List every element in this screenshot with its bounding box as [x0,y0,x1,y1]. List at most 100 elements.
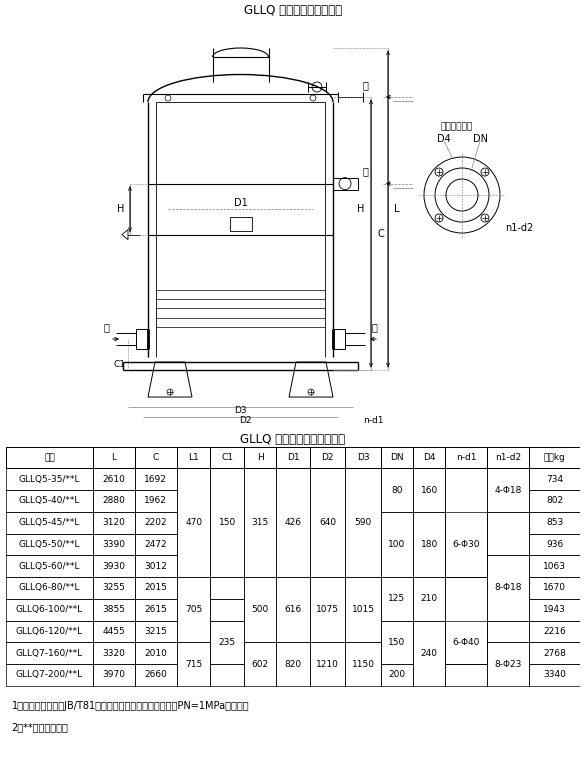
Text: L: L [394,204,400,214]
Text: 500: 500 [251,605,269,614]
Text: 734: 734 [546,474,563,483]
Text: 2202: 2202 [145,518,167,528]
Text: C: C [153,453,159,462]
Text: C1: C1 [221,453,233,462]
Text: D2: D2 [239,415,252,424]
Text: H: H [357,204,364,214]
Text: 1、法兰连接尺寸按JB/T81《凸面板式平焊钢制管法兰》中PN=1MPa的规定。: 1、法兰连接尺寸按JB/T81《凸面板式平焊钢制管法兰》中PN=1MPa的规定。 [12,701,249,710]
Text: 1962: 1962 [144,496,168,505]
Text: 235: 235 [219,638,236,647]
Text: L: L [111,453,117,462]
Text: D2: D2 [321,453,334,462]
Text: n-d1: n-d1 [363,415,383,424]
Text: D3: D3 [234,405,247,414]
Text: 160: 160 [421,486,438,495]
Text: 3255: 3255 [103,584,125,593]
Text: 3215: 3215 [144,627,168,636]
Text: GLLQ7-160/**L: GLLQ7-160/**L [16,649,83,658]
Text: GLLQ 型立式冷却器外形图: GLLQ 型立式冷却器外形图 [244,4,342,17]
Text: n1-d2: n1-d2 [495,453,522,462]
Text: 640: 640 [319,518,336,528]
Text: D4: D4 [423,453,435,462]
Bar [230,217,251,231]
Text: GLLQ6-120/**L: GLLQ6-120/**L [16,627,83,636]
Text: 1943: 1943 [543,605,566,614]
Text: GLLQ7-200/**L: GLLQ7-200/**L [16,670,83,679]
Text: 1015: 1015 [352,605,374,614]
Text: 1692: 1692 [144,474,168,483]
Text: 4455: 4455 [103,627,125,636]
Text: DN: DN [472,134,488,144]
Text: 3120: 3120 [103,518,125,528]
Text: 4-Φ18: 4-Φ18 [495,486,522,495]
Text: 100: 100 [389,540,406,549]
Text: DN: DN [390,453,404,462]
Text: 3855: 3855 [103,605,125,614]
Text: 型号: 型号 [44,453,54,462]
Text: 2610: 2610 [103,474,125,483]
Text: GLLQ5-35/**L: GLLQ5-35/**L [19,474,80,483]
Text: 200: 200 [389,670,406,679]
Text: 3320: 3320 [103,649,125,658]
Text: 590: 590 [355,518,372,528]
Text: 1670: 1670 [543,584,566,593]
Text: 油: 油 [363,167,369,177]
Text: 1075: 1075 [316,605,339,614]
Text: GLLQ5-40/**L: GLLQ5-40/**L [19,496,80,505]
Text: 2880: 2880 [103,496,125,505]
Text: D3: D3 [357,453,369,462]
Text: L1: L1 [188,453,199,462]
Text: GLLQ6-100/**L: GLLQ6-100/**L [16,605,83,614]
Text: 602: 602 [251,660,268,669]
Text: 3012: 3012 [144,562,168,571]
Text: 210: 210 [421,594,438,603]
Text: C: C [377,228,384,238]
Text: 2472: 2472 [145,540,167,549]
Text: 802: 802 [546,496,563,505]
Text: 8-Φ18: 8-Φ18 [495,584,522,593]
Text: D1: D1 [287,453,299,462]
Text: C1: C1 [114,360,126,369]
Text: GLLQ 型立式冷却器外形尺寸: GLLQ 型立式冷却器外形尺寸 [240,433,346,446]
Text: 3390: 3390 [103,540,125,549]
Text: 1150: 1150 [352,660,374,669]
Text: H: H [257,453,264,462]
Text: 616: 616 [284,605,302,614]
Text: 470: 470 [185,518,202,528]
Text: 3970: 3970 [103,670,125,679]
Text: 80: 80 [391,486,403,495]
Text: 150: 150 [219,518,236,528]
Text: GLLQ5-45/**L: GLLQ5-45/**L [19,518,80,528]
Text: 水: 水 [372,322,378,332]
Text: D1: D1 [234,198,247,208]
Text: 重量kg: 重量kg [544,453,565,462]
Text: 820: 820 [284,660,302,669]
Text: GLLQ5-50/**L: GLLQ5-50/**L [19,540,80,549]
Text: 180: 180 [421,540,438,549]
Text: 853: 853 [546,518,563,528]
Text: 油: 油 [363,80,369,90]
Text: 3340: 3340 [543,670,566,679]
Text: 715: 715 [185,660,202,669]
Text: 8-Φ23: 8-Φ23 [495,660,522,669]
Text: 240: 240 [421,649,438,658]
Text: n1-d2: n1-d2 [505,223,533,233]
Text: 3930: 3930 [103,562,125,571]
Text: 315: 315 [251,518,269,528]
Text: 2615: 2615 [144,605,168,614]
Text: 2、**标注见前表。: 2、**标注见前表。 [12,722,69,732]
Text: 2216: 2216 [543,627,566,636]
Text: 2015: 2015 [144,584,168,593]
Text: 水: 水 [103,322,109,332]
Text: 6-Φ40: 6-Φ40 [452,638,480,647]
Text: 125: 125 [389,594,406,603]
Text: 6-Φ30: 6-Φ30 [452,540,480,549]
Text: H: H [117,204,124,214]
Text: 150: 150 [389,638,406,647]
Text: 1210: 1210 [316,660,339,669]
Text: 426: 426 [284,518,302,528]
Text: 1063: 1063 [543,562,566,571]
Text: 连接法兰尺寸: 连接法兰尺寸 [441,122,473,131]
Text: 705: 705 [185,605,202,614]
Text: GLLQ6-80/**L: GLLQ6-80/**L [19,584,80,593]
